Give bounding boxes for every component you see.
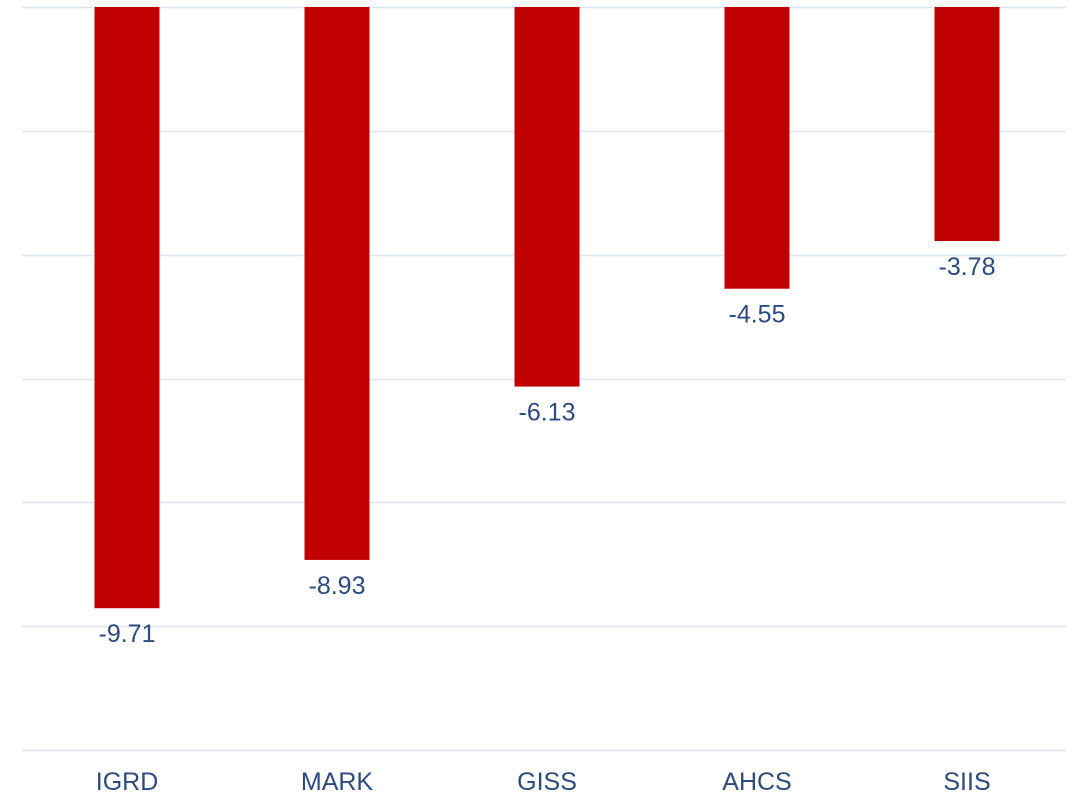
bar-siis xyxy=(934,7,1000,242)
category-labels: IGRD MARK GISS AHCS SIIS xyxy=(96,768,991,796)
bar-igrd xyxy=(94,7,160,609)
data-label-siis: -3.78 xyxy=(939,253,996,281)
bars xyxy=(94,7,1000,609)
bar-giss xyxy=(514,7,580,387)
category-label-mark: MARK xyxy=(301,768,374,796)
category-label-siis: SIIS xyxy=(943,768,990,796)
bar-ahcs xyxy=(724,7,790,289)
category-label-igrd: IGRD xyxy=(96,768,159,796)
data-label-igrd: -9.71 xyxy=(99,620,156,648)
data-label-giss: -6.13 xyxy=(519,399,576,427)
data-label-mark: -8.93 xyxy=(309,572,366,600)
data-label-ahcs: -4.55 xyxy=(729,301,786,329)
data-labels: -9.71 -8.93 -6.13 -4.55 -3.78 xyxy=(99,253,996,648)
category-label-ahcs: AHCS xyxy=(722,768,791,796)
category-label-giss: GISS xyxy=(517,768,577,796)
bar-mark xyxy=(304,7,370,560)
